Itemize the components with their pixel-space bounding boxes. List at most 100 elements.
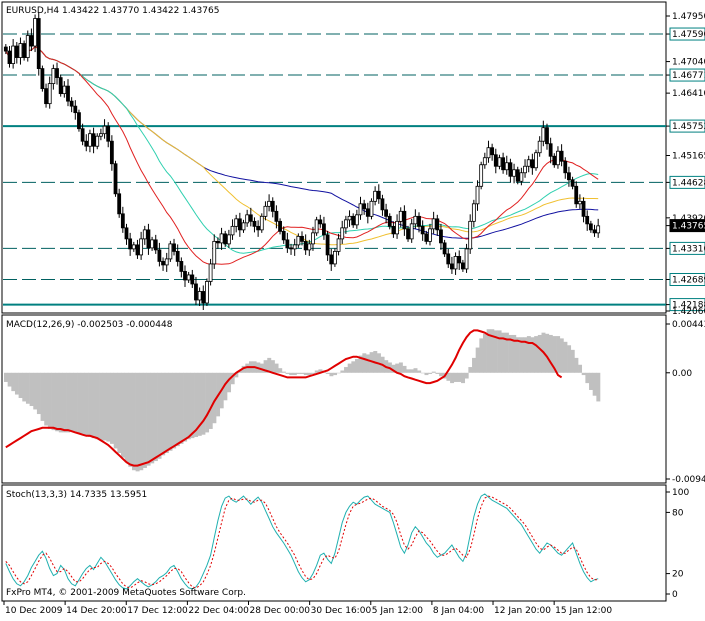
- macd-bar: [548, 334, 553, 373]
- macd-bar: [33, 372, 38, 410]
- candle-down: [300, 235, 304, 242]
- price-tick-label: 1.42188: [672, 301, 705, 311]
- macd-bar: [596, 372, 601, 402]
- candle-up: [205, 281, 209, 304]
- candle-down: [274, 210, 279, 222]
- candle-down: [588, 223, 593, 231]
- macd-bar: [391, 364, 396, 373]
- macd-bar: [44, 372, 49, 426]
- macd-bar: [424, 372, 429, 376]
- candle-up: [428, 228, 432, 242]
- candle-down: [446, 253, 451, 265]
- candle-down: [570, 179, 575, 187]
- macd-bar: [73, 372, 78, 433]
- macd-signal-line: [5, 329, 563, 467]
- macd-bar: [519, 337, 524, 373]
- macd-bar: [490, 329, 495, 373]
- candle-down: [442, 242, 447, 255]
- candle-up: [398, 210, 403, 222]
- macd-bar: [530, 337, 535, 373]
- candle-down: [391, 225, 396, 235]
- candle-down: [545, 127, 549, 145]
- macd-bar: [99, 372, 104, 441]
- price-tick-label: 1.47950: [672, 12, 705, 22]
- stoch-tick-label: 20: [672, 570, 684, 580]
- candle-up: [226, 234, 231, 245]
- candle-down: [109, 140, 114, 165]
- candle-up: [413, 215, 418, 225]
- macd-bar: [574, 357, 579, 373]
- macd-bar: [69, 372, 74, 432]
- candle-up: [307, 243, 312, 251]
- macd-bar: [190, 372, 195, 439]
- macd-bar: [267, 357, 272, 373]
- macd-bar: [95, 372, 100, 440]
- macd-bar: [472, 357, 476, 373]
- macd-bar: [263, 360, 268, 373]
- level-label-box: [669, 119, 705, 133]
- macd-bar: [197, 372, 202, 436]
- macd-bar: [325, 372, 330, 374]
- candle-down: [376, 190, 381, 200]
- footer-copyright: FxPro MT4, © 2001-2009 MetaQuotes Softwa…: [6, 588, 246, 598]
- macd-bar: [450, 372, 455, 384]
- candle-up: [409, 223, 414, 240]
- macd-bar: [435, 372, 440, 374]
- macd-bar: [303, 372, 308, 376]
- candle-up: [369, 200, 374, 217]
- candle-up: [234, 218, 239, 227]
- macd-bar: [406, 369, 411, 373]
- macd-bar: [66, 372, 71, 433]
- macd-bar: [113, 372, 118, 449]
- macd-histogram: [4, 329, 601, 472]
- candle-up: [482, 157, 487, 166]
- macd-bar: [351, 361, 356, 373]
- macd-bar: [428, 372, 433, 374]
- candle-down: [128, 238, 133, 250]
- level-label-box: [669, 68, 705, 82]
- candle-down: [424, 233, 429, 242]
- candle-down: [281, 230, 286, 241]
- time-tick-label: 8 Jan 04:00: [433, 606, 485, 616]
- candle-up: [292, 244, 297, 250]
- candle-down: [457, 256, 462, 264]
- candle-down: [3, 46, 8, 52]
- candle-up: [47, 83, 52, 105]
- candle-up: [208, 263, 213, 282]
- macd-tick-label: -0.00944: [672, 475, 705, 485]
- candle-up: [168, 243, 173, 260]
- macd-bar: [241, 365, 246, 373]
- price-tick-label: 1.44628: [672, 178, 705, 188]
- macd-bar: [62, 372, 67, 433]
- macd-bar: [409, 369, 414, 373]
- candle-down: [567, 172, 571, 181]
- candle-down: [563, 160, 568, 174]
- candle-down: [439, 229, 443, 244]
- macd-bar: [25, 372, 30, 404]
- macd-bar: [504, 332, 509, 373]
- candle-up: [131, 244, 136, 250]
- candle-down: [581, 200, 586, 217]
- macd-bar: [117, 372, 122, 454]
- candle-up: [471, 203, 476, 222]
- candle-down: [384, 209, 388, 217]
- candle-down: [508, 162, 513, 177]
- macd-bar: [139, 372, 144, 471]
- candle-down: [289, 247, 293, 250]
- candle-down: [548, 143, 553, 157]
- macd-bar: [570, 349, 575, 373]
- candle-up: [164, 258, 169, 266]
- candle-up: [11, 45, 16, 64]
- candle-down: [135, 244, 140, 256]
- price-tick-label: 1.47040: [672, 58, 705, 68]
- macd-bar: [468, 367, 473, 373]
- macd-bar: [552, 336, 557, 373]
- candle-up: [245, 214, 250, 224]
- macd-bar: [417, 370, 422, 373]
- candle-down: [420, 225, 425, 235]
- macd-bar: [183, 372, 188, 442]
- candle-up: [541, 127, 546, 142]
- candle-up: [102, 125, 107, 135]
- candle-down: [237, 218, 242, 231]
- candle-down: [113, 163, 118, 195]
